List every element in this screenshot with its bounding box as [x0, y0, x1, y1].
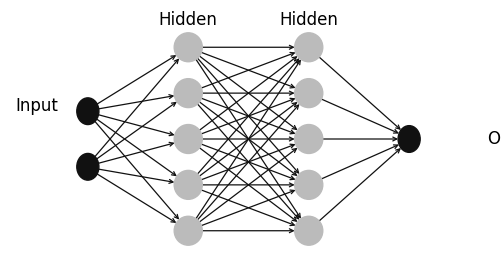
Ellipse shape: [174, 33, 202, 62]
Text: Hidden: Hidden: [158, 11, 217, 29]
Ellipse shape: [294, 216, 322, 245]
Ellipse shape: [294, 125, 322, 153]
Text: Input: Input: [15, 97, 58, 115]
Ellipse shape: [174, 170, 202, 199]
Text: Output: Output: [486, 130, 501, 148]
Ellipse shape: [174, 79, 202, 108]
Ellipse shape: [397, 126, 419, 152]
Ellipse shape: [174, 216, 202, 245]
Ellipse shape: [77, 98, 99, 125]
Text: Hidden: Hidden: [279, 11, 338, 29]
Ellipse shape: [294, 79, 322, 108]
Ellipse shape: [174, 125, 202, 153]
Ellipse shape: [294, 170, 322, 199]
Ellipse shape: [294, 33, 322, 62]
Ellipse shape: [77, 153, 99, 180]
